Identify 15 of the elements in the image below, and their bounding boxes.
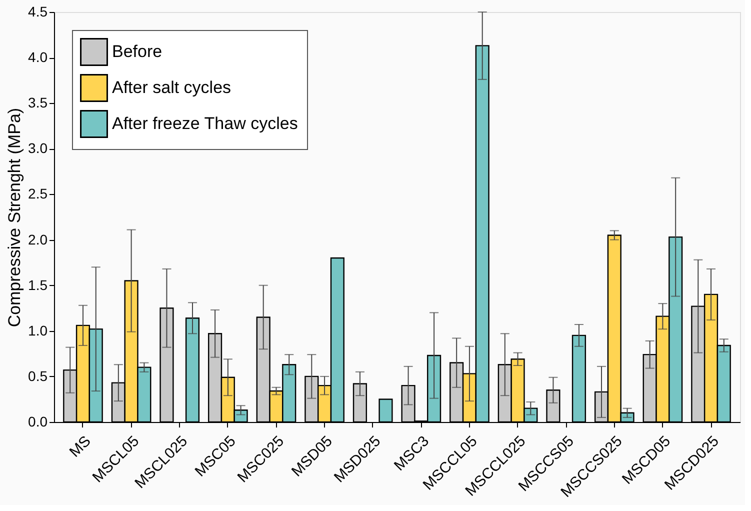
y-tick-label: 2.0 xyxy=(28,231,48,248)
y-tick-label: 0.5 xyxy=(28,368,48,384)
y-tick-label: 4.5 xyxy=(28,4,48,20)
x-tick-label: MS xyxy=(66,432,94,461)
y-axis-title: Compressive Strenght (MPa) xyxy=(5,108,24,328)
legend-label: Before xyxy=(112,42,162,61)
y-tick-label: 1.5 xyxy=(28,276,48,293)
legend-label: After freeze Thaw cycles xyxy=(112,114,298,133)
y-tick-label: 0.0 xyxy=(28,414,48,430)
y-tick-label: 1.0 xyxy=(28,322,48,338)
y-tick-label: 3.0 xyxy=(28,140,48,156)
y-tick-label: 3.5 xyxy=(28,94,48,111)
y-tick-label: 4.0 xyxy=(28,49,48,66)
legend-label: After salt cycles xyxy=(112,78,232,97)
y-tick-label: 2.5 xyxy=(28,186,48,202)
